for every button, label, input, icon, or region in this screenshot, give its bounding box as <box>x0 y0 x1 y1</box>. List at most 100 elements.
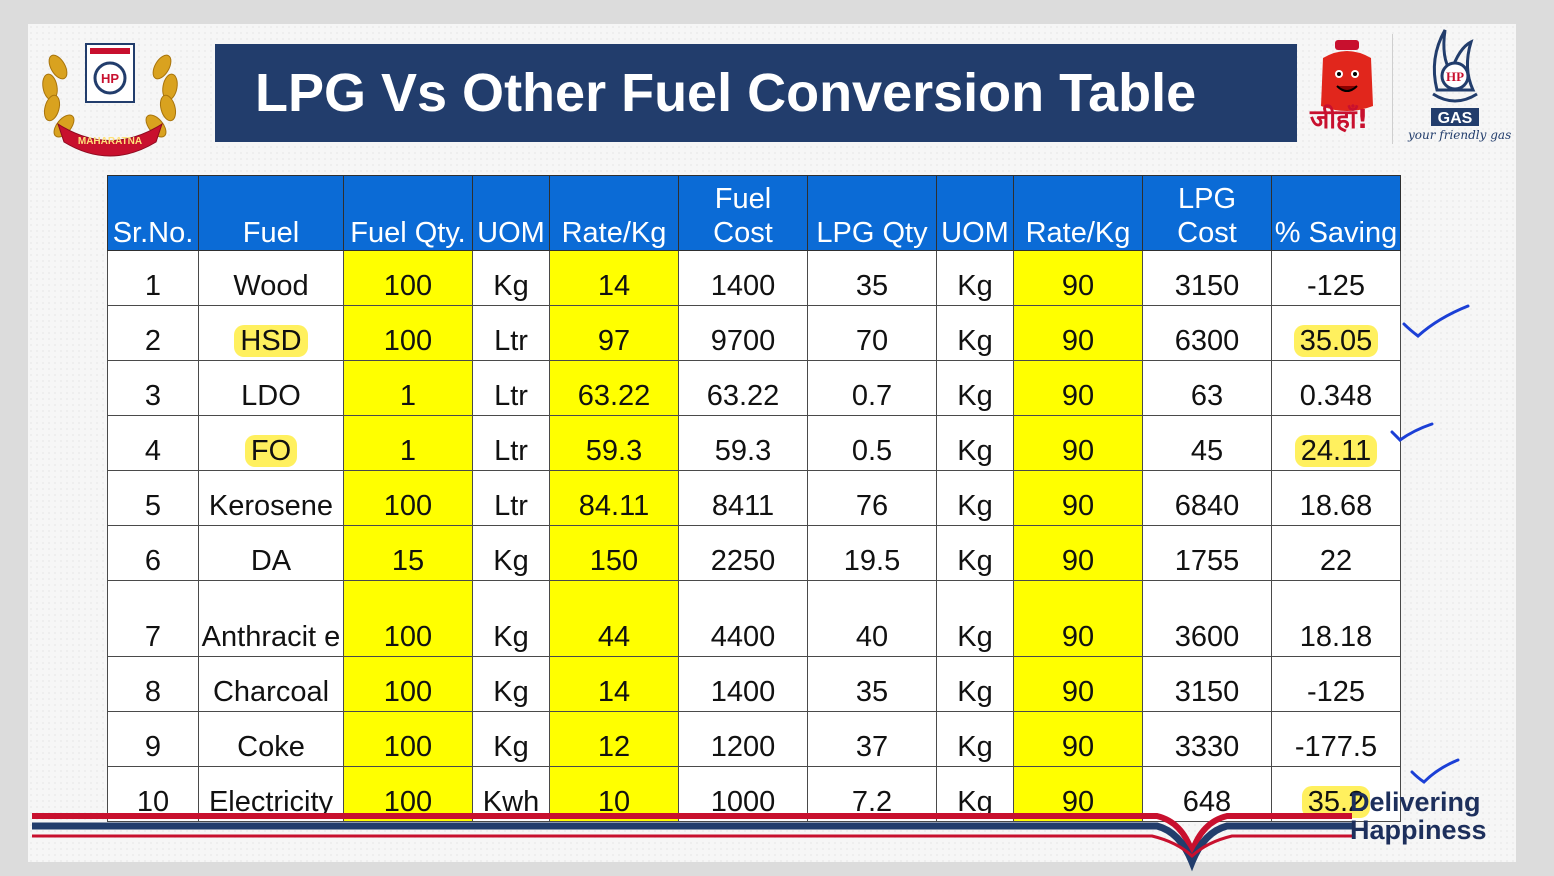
cell-rate: 44 <box>549 580 679 657</box>
cell-lpg-cost: 6300 <box>1142 305 1272 361</box>
cell-fuel-cost: 1200 <box>678 711 808 767</box>
cell-saving: -125 <box>1271 250 1401 306</box>
cell-uom: Kg <box>472 656 550 712</box>
lpg-cylinder-mascot-icon <box>1321 40 1373 111</box>
cell-lpg-qty: 40 <box>807 580 937 657</box>
header-uom: UOM <box>472 175 550 251</box>
cell-fuel: Charcoal <box>198 656 344 712</box>
cell-lpg-cost: 6840 <box>1142 470 1272 526</box>
cell-fuel: DA <box>198 525 344 581</box>
header-lpg-cost: LPG Cost <box>1142 175 1272 251</box>
header-fuel: Fuel <box>198 175 344 251</box>
marker-highlight: 24.11 <box>1294 435 1378 467</box>
cell-lpg-rate: 90 <box>1013 656 1143 712</box>
cell-fuel-qty: 100 <box>343 711 473 767</box>
slogan-line-2: Happiness <box>1350 815 1487 845</box>
marker-highlight: 35.2 <box>1301 786 1371 818</box>
cell-sr-no: 9 <box>107 711 199 767</box>
emblem-logo-text: HP <box>101 71 119 86</box>
cell-saving: 18.68 <box>1271 470 1401 526</box>
cell-fuel-cost: 4400 <box>678 580 808 657</box>
cell-lpg-cost: 3600 <box>1142 580 1272 657</box>
cell-rate: 84.11 <box>549 470 679 526</box>
header-lpg-qty: LPG Qty <box>807 175 937 251</box>
cell-fuel: Electricity <box>198 766 344 822</box>
cell-uom: Kg <box>472 711 550 767</box>
cell-fuel-qty: 1 <box>343 360 473 416</box>
cell-sr-no: 1 <box>107 250 199 306</box>
cell-sr-no: 8 <box>107 656 199 712</box>
table-row: 5 Kerosene 100 Ltr 84.11 8411 76 Kg 90 6… <box>107 470 1401 526</box>
cell-lpg-uom: Kg <box>936 470 1014 526</box>
cell-fuel: Anthracit e <box>198 580 344 657</box>
cell-uom: Kg <box>472 525 550 581</box>
cell-lpg-rate: 90 <box>1013 415 1143 471</box>
cell-lpg-qty: 35 <box>807 250 937 306</box>
cell-uom: Ltr <box>472 415 550 471</box>
cell-lpg-cost: 648 <box>1142 766 1272 822</box>
cell-fuel: Wood <box>198 250 344 306</box>
cell-saving: 35.05 <box>1271 305 1401 361</box>
cell-lpg-qty: 76 <box>807 470 937 526</box>
cell-lpg-qty: 0.7 <box>807 360 937 416</box>
cell-fuel-qty: 100 <box>343 250 473 306</box>
cell-fuel-cost: 8411 <box>678 470 808 526</box>
cell-uom: Kg <box>472 250 550 306</box>
cell-saving: 35.2 <box>1271 766 1401 822</box>
cell-lpg-rate: 90 <box>1013 766 1143 822</box>
cell-rate: 14 <box>549 250 679 306</box>
cell-rate: 10 <box>549 766 679 822</box>
cell-rate: 12 <box>549 711 679 767</box>
cell-lpg-uom: Kg <box>936 580 1014 657</box>
footer-stripes <box>32 813 1352 872</box>
cell-uom: Ltr <box>472 360 550 416</box>
cell-lpg-uom: Kg <box>936 525 1014 581</box>
page-title: LPG Vs Other Fuel Conversion Table <box>255 63 1197 123</box>
cell-fuel-cost: 9700 <box>678 305 808 361</box>
marker-highlight: HSD <box>234 325 308 357</box>
maharatna-emblem-icon: HP MAHARATNA <box>42 43 178 157</box>
cell-saving: 22 <box>1271 525 1401 581</box>
header-sr-no: Sr.No. <box>107 175 199 251</box>
cell-lpg-cost: 3330 <box>1142 711 1272 767</box>
cell-fuel-qty: 1 <box>343 415 473 471</box>
hp-gas-flame-logo-icon: HP GAS <box>1431 29 1479 127</box>
table-row: 9 Coke 100 Kg 12 1200 37 Kg 90 3330 -177… <box>107 711 1401 767</box>
header-fuel-qty: Fuel Qty. <box>343 175 473 251</box>
cell-fuel-qty: 100 <box>343 656 473 712</box>
table-row: 7 Anthracit e 100 Kg 44 4400 40 Kg 90 36… <box>107 580 1401 657</box>
brand-logo-text: HP <box>1446 69 1464 84</box>
cell-uom: Kg <box>472 580 550 657</box>
footer-slogan: Delivering Happiness <box>1350 788 1487 844</box>
cell-saving: 18.18 <box>1271 580 1401 657</box>
cell-lpg-cost: 63 <box>1142 360 1272 416</box>
cell-lpg-qty: 35 <box>807 656 937 712</box>
emblem-text: MAHARATNA <box>78 136 142 147</box>
header-lpg-uom: UOM <box>936 175 1014 251</box>
brand-name-text: GAS <box>1438 110 1473 127</box>
cell-lpg-rate: 90 <box>1013 305 1143 361</box>
cell-fuel-qty: 100 <box>343 305 473 361</box>
cell-uom: Ltr <box>472 470 550 526</box>
cell-lpg-rate: 90 <box>1013 360 1143 416</box>
cell-rate: 14 <box>549 656 679 712</box>
tagline: your friendly gas <box>1408 128 1512 142</box>
cell-lpg-rate: 90 <box>1013 580 1143 657</box>
header-fuel-cost: Fuel Cost <box>678 175 808 251</box>
cell-fuel: Coke <box>198 711 344 767</box>
cell-fuel-qty: 100 <box>343 580 473 657</box>
cell-fuel-cost: 1400 <box>678 250 808 306</box>
cell-lpg-uom: Kg <box>936 415 1014 471</box>
cell-uom: Kwh <box>472 766 550 822</box>
table-header-row: Sr.No. Fuel Fuel Qty. UOM Rate/Kg Fuel Co… <box>107 175 1401 251</box>
table-row: 2 HSD 100 Ltr 97 9700 70 Kg 90 6300 35.0… <box>107 305 1401 361</box>
cell-saving: -125 <box>1271 656 1401 712</box>
cell-fuel-qty: 100 <box>343 470 473 526</box>
cell-lpg-cost: 3150 <box>1142 250 1272 306</box>
header-saving: % Saving <box>1271 175 1401 251</box>
cell-lpg-qty: 70 <box>807 305 937 361</box>
cell-fuel: LDO <box>198 360 344 416</box>
cell-fuel-cost: 59.3 <box>678 415 808 471</box>
cell-lpg-uom: Kg <box>936 656 1014 712</box>
cell-lpg-uom: Kg <box>936 360 1014 416</box>
